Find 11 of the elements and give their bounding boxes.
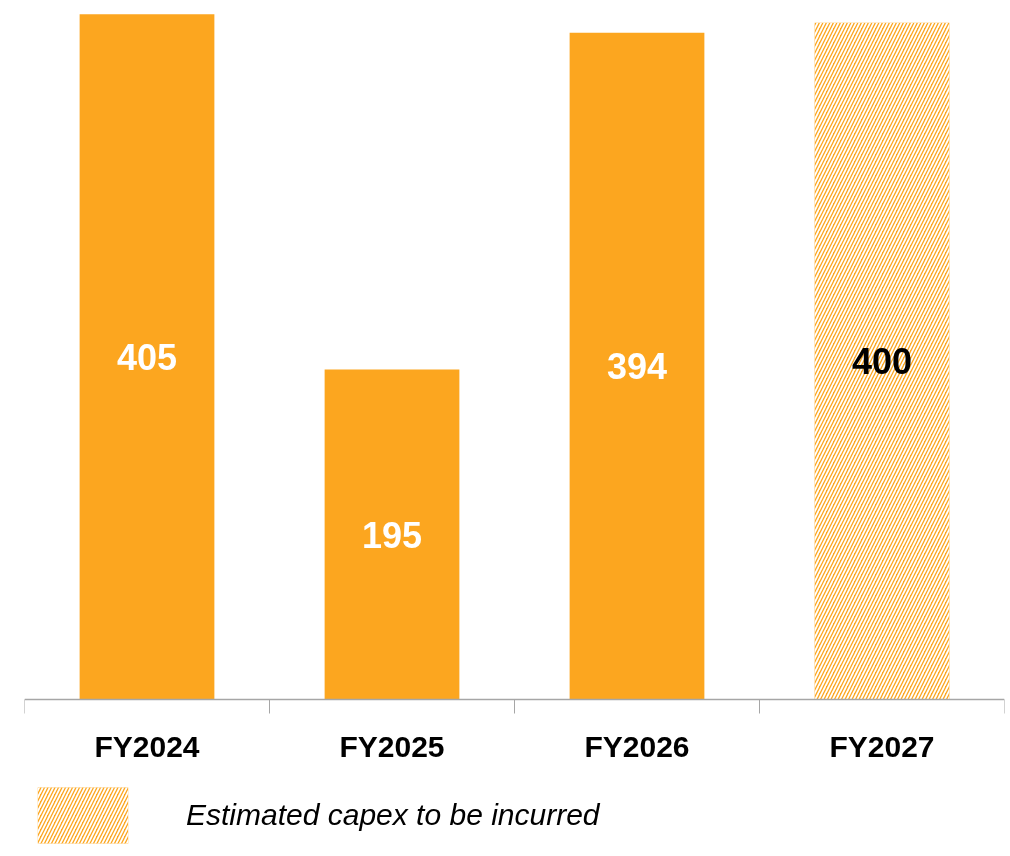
legend-label: Estimated capex to be incurred	[186, 798, 600, 832]
x-tick-label: FY2024	[94, 729, 200, 763]
data-label: 195	[361, 514, 423, 556]
bar	[79, 14, 215, 700]
x-tick-label: FY2027	[829, 729, 935, 763]
bar	[569, 32, 705, 700]
data-label: 405	[116, 336, 178, 378]
data-label: 394	[606, 346, 668, 388]
x-tick-label: FY2026	[584, 729, 690, 763]
x-tick-label: FY2025	[339, 729, 445, 763]
bar	[324, 369, 460, 700]
